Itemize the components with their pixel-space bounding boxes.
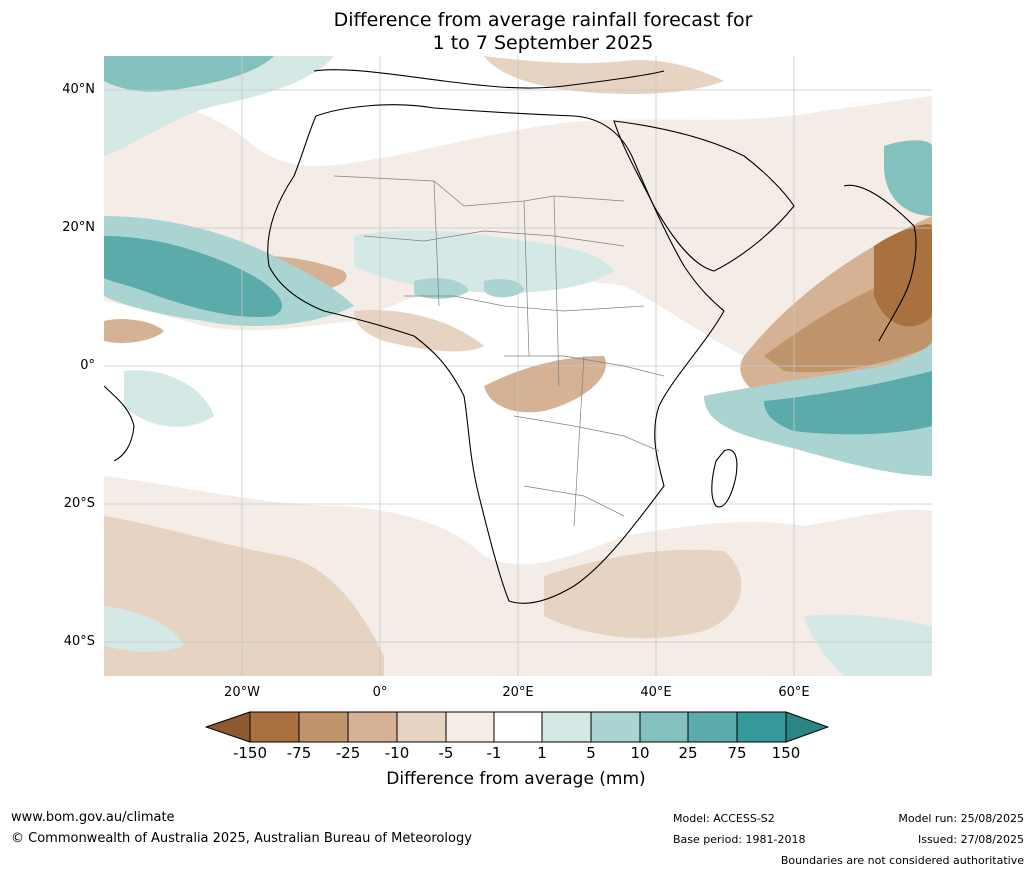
legend-title: Difference from average (mm) [386, 769, 646, 789]
legend-swatch-10 [687, 711, 738, 743]
legend-tick: -1 [486, 744, 502, 762]
lon-label-0: 0° [372, 685, 388, 700]
india-coastline [843, 184, 917, 342]
legend-tick: -75 [286, 744, 312, 762]
legend-tick: 25 [678, 744, 698, 762]
legend-swatch-7 [541, 711, 592, 743]
boundaries-note: Boundaries are not considered authoritat… [780, 854, 1024, 867]
legend-swatch-9 [639, 711, 689, 743]
issued-date: Issued: 27/08/2025 [917, 833, 1024, 846]
legend-tick: -150 [232, 744, 268, 762]
legend-tick: -10 [384, 744, 410, 762]
title-line-2: 1 to 7 September 2025 [432, 32, 654, 54]
legend-tick: -5 [438, 744, 454, 762]
copyright-text: © Commonwealth of Australia 2025, Austra… [11, 831, 472, 846]
legend-colorbar [205, 711, 829, 743]
coastlines [104, 69, 917, 604]
africa-coastline [267, 104, 725, 604]
map-title: Difference from average rainfall forecas… [104, 9, 982, 55]
legend-swatch-0 [205, 711, 251, 743]
country-borders [333, 175, 665, 527]
legend-tick: -25 [335, 744, 361, 762]
rainfall-map [104, 56, 932, 676]
model-run-date: Model run: 25/08/2025 [898, 812, 1024, 825]
anomaly-teal-northatlantic [104, 56, 274, 92]
anomaly-tan-gulfguinea [354, 310, 484, 352]
rainfall-anomaly-shading [104, 56, 932, 676]
legend-tick: 1 [537, 744, 547, 762]
base-period: Base period: 1981-2018 [673, 833, 806, 846]
legend-swatch-2 [298, 711, 349, 743]
legend-swatch-3 [347, 711, 398, 743]
anomaly-tan-atlanticeq [104, 319, 164, 343]
legend-swatch-4 [396, 711, 447, 743]
lat-label-40n: 40°N [62, 82, 95, 97]
legend-tick: 5 [586, 744, 596, 762]
lon-label-60e: 60°E [778, 685, 810, 700]
anomaly-tan-southindian [544, 549, 742, 639]
anomaly-teal-tropicalatlantic [104, 236, 283, 317]
arabia-coastline [613, 120, 795, 272]
legend-tick: 150 [771, 744, 801, 762]
legend-swatch-8 [590, 711, 641, 743]
legend-swatch-11 [736, 711, 787, 743]
website-link[interactable]: www.bom.gov.au/climate [11, 810, 175, 825]
anomaly-lightteal-southocean [104, 606, 184, 652]
graticule [104, 56, 932, 676]
anomaly-lightteal-southatlantic [124, 370, 214, 427]
lat-label-40s: 40°S [63, 634, 95, 649]
legend-swatch-1 [249, 711, 300, 743]
anomaly-teal-southwestindian [764, 371, 932, 435]
southamerica-coastline [104, 385, 135, 462]
lat-label-20n: 20°N [62, 220, 95, 235]
anomaly-tan-eastafrica [484, 356, 606, 413]
anomaly-teal-sahel [414, 278, 469, 299]
lon-label-20e: 20°E [502, 685, 534, 700]
anomaly-lightteal-sahel [354, 230, 614, 293]
lon-label-20w: 20°W [224, 685, 260, 700]
legend-swatch-12 [785, 711, 829, 743]
anomaly-tan-mediterranean [484, 56, 724, 94]
madagascar-coastline [711, 449, 738, 508]
title-line-1: Difference from average rainfall forecas… [333, 9, 753, 31]
europe-coastline [313, 69, 665, 89]
lat-label-0: 0° [80, 358, 95, 373]
anomaly-teal-sahel2 [484, 279, 524, 298]
legend-tick: 10 [630, 744, 650, 762]
lon-label-40e: 40°E [640, 685, 672, 700]
anomaly-teal-bayofbengal [884, 140, 932, 216]
anomaly-lightteal-southocean-east [804, 614, 932, 676]
legend-swatch-5 [445, 711, 495, 743]
legend-swatch-6 [493, 711, 543, 743]
model-name: Model: ACCESS-S2 [673, 812, 775, 825]
legend-tick: 75 [727, 744, 747, 762]
anomaly-darkbrown-india [874, 224, 932, 327]
lat-label-20s: 20°S [63, 496, 95, 511]
